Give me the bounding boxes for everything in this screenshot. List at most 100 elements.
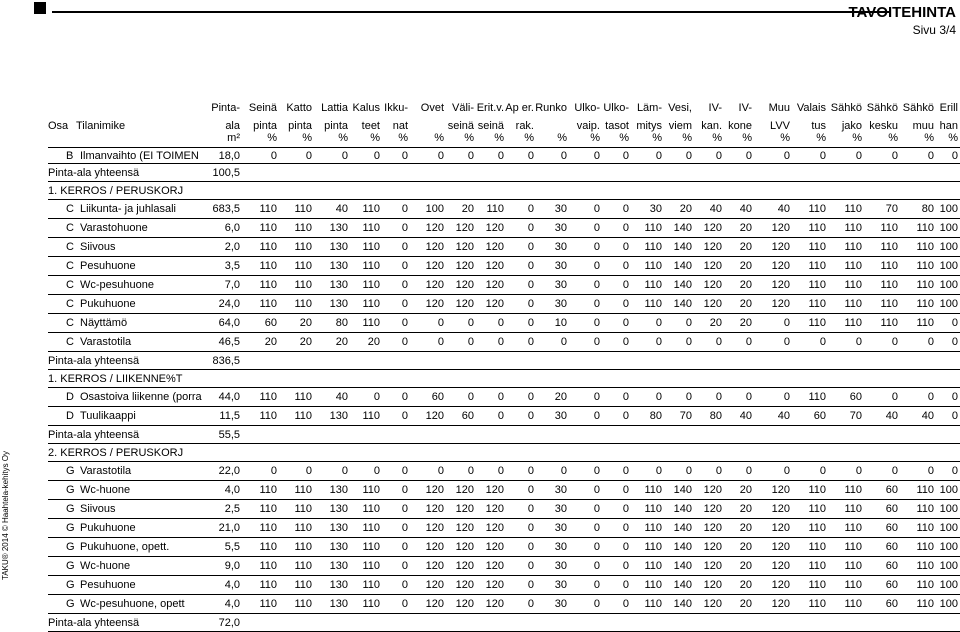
percent-cell: 110 [916,279,934,291]
osa-cell: G [66,579,75,591]
percent-cell: 110 [294,579,312,591]
column-header-3-line3: % [267,132,277,144]
room-name-cell: Wc-huone [80,560,131,572]
percent-cell: 120 [771,484,790,496]
percent-cell: 120 [771,241,790,253]
row-divider [48,237,960,238]
percent-cell: 110 [880,279,898,291]
percent-cell: 110 [844,598,862,610]
percent-cell: 20 [739,579,752,591]
percent-cell: 0 [305,150,312,162]
percent-cell: 20 [739,503,752,515]
percent-cell: 120 [455,579,474,591]
percent-cell: 0 [622,279,629,291]
percent-cell: 0 [527,560,534,572]
percent-cell: 0 [593,522,600,534]
row-divider [48,556,960,557]
percent-cell: 0 [622,298,629,310]
percent-cell: 110 [808,317,826,329]
percent-cell: 100 [939,203,958,215]
area-cell: 22,0 [218,465,240,477]
percent-cell: 0 [527,298,534,310]
row-divider [48,256,960,257]
document-title: TAVOITEHINTA [848,4,957,21]
percent-cell: 0 [527,503,534,515]
column-header-13-line2: vaip. [576,120,600,132]
percent-cell: 0 [745,150,752,162]
percent-cell: 110 [259,522,277,534]
osa-cell: G [66,598,75,610]
percent-cell: 0 [622,203,629,215]
percent-cell: 0 [593,560,600,572]
column-header-2-line2: ala [225,120,240,132]
percent-cell: 110 [808,241,826,253]
percent-cell: 110 [644,598,662,610]
percent-cell: 80 [709,410,722,422]
percent-cell: 100 [939,503,958,515]
percent-cell: 70 [885,203,898,215]
percent-cell: 110 [259,503,277,515]
percent-cell: 110 [644,579,662,591]
percent-cell: 110 [808,391,826,403]
room-name-cell: Wc-pesuhuone, opett [80,598,185,610]
percent-cell: 140 [673,298,692,310]
percent-cell: 110 [844,222,862,234]
percent-cell: 110 [259,410,277,422]
percent-cell: 110 [844,579,862,591]
percent-cell: 110 [486,203,504,215]
percent-cell: 20 [264,336,277,348]
percent-cell: 30 [554,484,567,496]
percent-cell: 0 [622,522,629,534]
percent-cell: 0 [685,336,692,348]
column-header-14-line1: Ulko- [603,102,629,114]
percent-cell: 0 [745,465,752,477]
percent-cell: 120 [485,222,504,234]
percent-cell: 0 [685,150,692,162]
percent-cell: 120 [425,222,444,234]
percent-cell: 0 [401,391,408,403]
column-header-9-line3: % [464,132,474,144]
percent-cell: 20 [739,598,752,610]
row-divider [48,461,960,462]
column-header-4-line3: % [302,132,312,144]
percent-cell: 20 [299,317,312,329]
percent-cell: 110 [362,598,380,610]
column-header-11-line2: rak. [515,120,534,132]
column-header-14-line2: tasot [605,120,629,132]
osa-cell: G [66,522,75,534]
percent-cell: 0 [401,579,408,591]
percent-cell: 120 [771,522,790,534]
percent-cell: 0 [401,503,408,515]
column-header-23-line3: % [924,132,934,144]
column-header-8-line3: % [434,132,444,144]
percent-cell: 110 [294,222,312,234]
percent-cell: 110 [644,222,662,234]
percent-cell: 140 [673,260,692,272]
percent-cell: 110 [362,522,380,534]
percent-cell: 0 [715,150,722,162]
row-divider [48,518,960,519]
percent-cell: 0 [593,317,600,329]
percent-cell: 120 [455,241,474,253]
percent-cell: 110 [916,317,934,329]
column-header-18-line2: kone [728,120,752,132]
percent-cell: 130 [329,260,348,272]
percent-cell: 140 [673,241,692,253]
percent-cell: 120 [771,503,790,515]
percent-cell: 130 [329,410,348,422]
percent-cell: 110 [294,410,312,422]
column-header-21-line3: % [852,132,862,144]
room-name-cell: Siivous [80,503,116,515]
percent-cell: 40 [709,203,722,215]
percent-cell: 0 [655,317,662,329]
area-total-label: Pinta-ala yhteensä [48,429,140,441]
percent-cell: 110 [362,298,380,310]
percent-cell: 0 [527,317,534,329]
header-rule [52,11,890,13]
percent-cell: 110 [880,260,898,272]
percent-cell: 0 [437,317,444,329]
percent-cell: 0 [951,465,958,477]
percent-cell: 110 [362,279,380,291]
percent-cell: 60 [461,410,474,422]
percent-cell: 0 [373,150,380,162]
